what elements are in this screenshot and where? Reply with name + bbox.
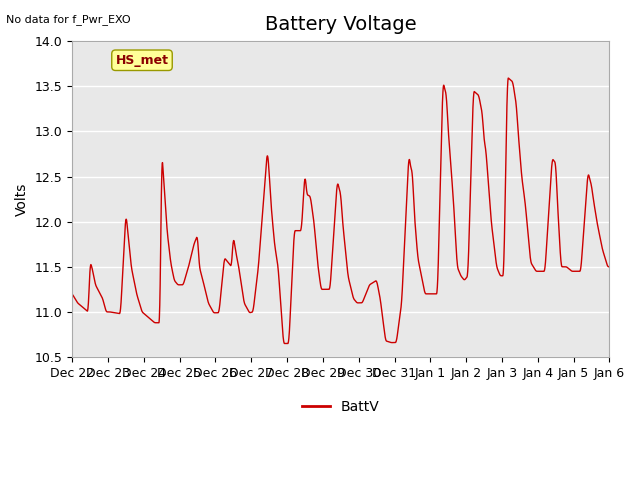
Text: HS_met: HS_met	[115, 54, 168, 67]
Text: No data for f_Pwr_EXO: No data for f_Pwr_EXO	[6, 14, 131, 25]
Y-axis label: Volts: Volts	[15, 182, 29, 216]
Title: Battery Voltage: Battery Voltage	[265, 15, 417, 34]
Legend: BattV: BattV	[296, 395, 385, 420]
